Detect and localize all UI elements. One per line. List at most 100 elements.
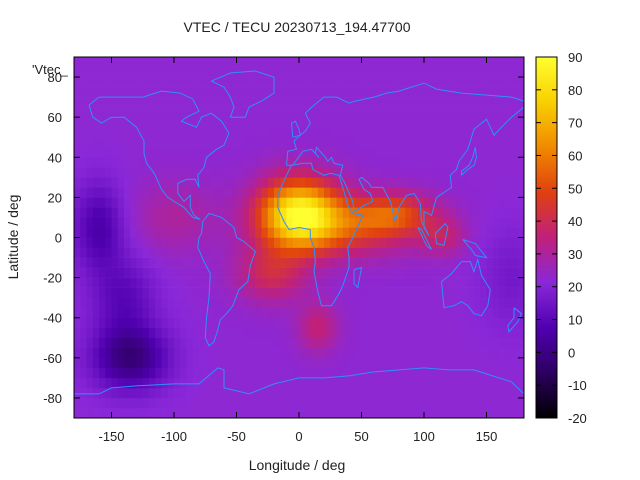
heatmap-cell xyxy=(92,177,100,188)
heatmap-cell xyxy=(317,287,325,298)
heatmap-cell xyxy=(124,67,131,78)
heatmap-cell xyxy=(142,247,150,258)
heatmap-cell xyxy=(324,357,331,369)
heatmap-cell xyxy=(217,377,225,389)
heatmap-cell xyxy=(324,87,331,98)
heatmap-cell xyxy=(99,157,106,168)
heatmap-cell xyxy=(430,107,437,118)
heatmap-cell xyxy=(411,197,419,208)
heatmap-cell xyxy=(86,377,94,389)
heatmap-cell xyxy=(192,337,200,349)
heatmap-cell xyxy=(180,177,187,188)
heatmap-cell xyxy=(105,337,112,349)
heatmap-cell xyxy=(274,217,281,228)
heatmap-cell xyxy=(436,347,444,359)
heatmap-cell xyxy=(449,107,456,118)
heatmap-cell xyxy=(86,367,94,379)
heatmap-cell xyxy=(336,57,344,68)
heatmap-cell xyxy=(199,347,206,359)
heatmap-cell xyxy=(486,177,494,188)
heatmap-cell xyxy=(80,207,87,218)
heatmap-cell xyxy=(517,217,525,228)
heatmap-cell xyxy=(461,387,469,399)
heatmap-cell xyxy=(74,117,81,128)
heatmap-cell xyxy=(430,67,437,78)
heatmap-cell xyxy=(280,127,287,138)
heatmap-cell xyxy=(211,367,219,379)
heatmap-cell xyxy=(499,277,506,288)
heatmap-cell xyxy=(236,347,244,359)
heatmap-cell xyxy=(411,307,419,319)
heatmap-cell xyxy=(355,207,362,218)
heatmap-cell xyxy=(286,117,294,128)
heatmap-cell xyxy=(361,287,369,298)
heatmap-cell xyxy=(124,267,131,278)
heatmap-cell xyxy=(342,217,350,228)
heatmap-cell xyxy=(280,137,287,148)
heatmap-cell xyxy=(392,127,400,138)
heatmap-cell xyxy=(217,57,225,68)
heatmap-cell xyxy=(442,357,450,369)
heatmap-cell xyxy=(105,277,112,288)
heatmap-cell xyxy=(417,147,425,158)
heatmap-cell xyxy=(361,87,369,98)
heatmap-cell xyxy=(142,257,150,268)
heatmap-cell xyxy=(336,307,344,319)
heatmap-cell xyxy=(161,257,169,268)
heatmap-cell xyxy=(486,107,494,118)
heatmap-cell xyxy=(267,297,275,308)
heatmap-cell xyxy=(449,137,456,148)
heatmap-cell xyxy=(349,147,356,158)
heatmap-cell xyxy=(161,297,169,308)
heatmap-cell xyxy=(342,297,350,308)
heatmap-cell xyxy=(367,327,375,339)
heatmap-cell xyxy=(417,347,425,359)
heatmap-cell xyxy=(386,257,394,268)
heatmap-cell xyxy=(480,227,487,238)
heatmap-cell xyxy=(92,197,100,208)
heatmap-cell xyxy=(161,337,169,349)
heatmap-cell xyxy=(349,287,356,298)
heatmap-cell xyxy=(192,127,200,138)
heatmap-cell xyxy=(205,267,212,278)
heatmap-cell xyxy=(274,207,281,218)
heatmap-cell xyxy=(211,167,219,178)
heatmap-cell xyxy=(180,127,187,138)
heatmap-cell xyxy=(192,277,200,288)
heatmap-cell xyxy=(499,217,506,228)
heatmap-cell xyxy=(292,177,300,188)
heatmap-cell xyxy=(286,317,294,329)
heatmap-cell xyxy=(205,187,212,198)
heatmap-cell xyxy=(474,277,481,288)
heatmap-cell xyxy=(180,257,187,268)
heatmap-cell xyxy=(386,197,394,208)
heatmap-cell xyxy=(467,207,475,218)
heatmap-cell xyxy=(124,387,131,399)
heatmap-cell xyxy=(517,297,525,308)
heatmap-cell xyxy=(86,117,94,128)
heatmap-cell xyxy=(342,87,350,98)
heatmap-cell xyxy=(411,67,419,78)
heatmap-cell xyxy=(324,407,331,419)
heatmap-cell xyxy=(324,217,331,228)
heatmap-cell xyxy=(274,277,281,288)
heatmap-cell xyxy=(211,397,219,409)
heatmap-cell xyxy=(411,297,419,308)
heatmap-cell xyxy=(211,137,219,148)
heatmap-cell xyxy=(86,297,94,308)
heatmap-cell xyxy=(455,147,462,158)
heatmap-cell xyxy=(217,157,225,168)
heatmap-cell xyxy=(486,357,494,369)
heatmap-cell xyxy=(430,187,437,198)
heatmap-cell xyxy=(86,307,94,319)
heatmap-cell xyxy=(361,227,369,238)
heatmap-cell xyxy=(505,157,512,168)
heatmap-cell xyxy=(486,367,494,379)
heatmap-cell xyxy=(180,297,187,308)
heatmap-cell xyxy=(424,197,431,208)
heatmap-cell xyxy=(517,237,525,248)
heatmap-cell xyxy=(136,247,144,258)
heatmap-cell xyxy=(186,357,194,369)
heatmap-cell xyxy=(311,97,319,108)
heatmap-cell xyxy=(499,367,506,379)
